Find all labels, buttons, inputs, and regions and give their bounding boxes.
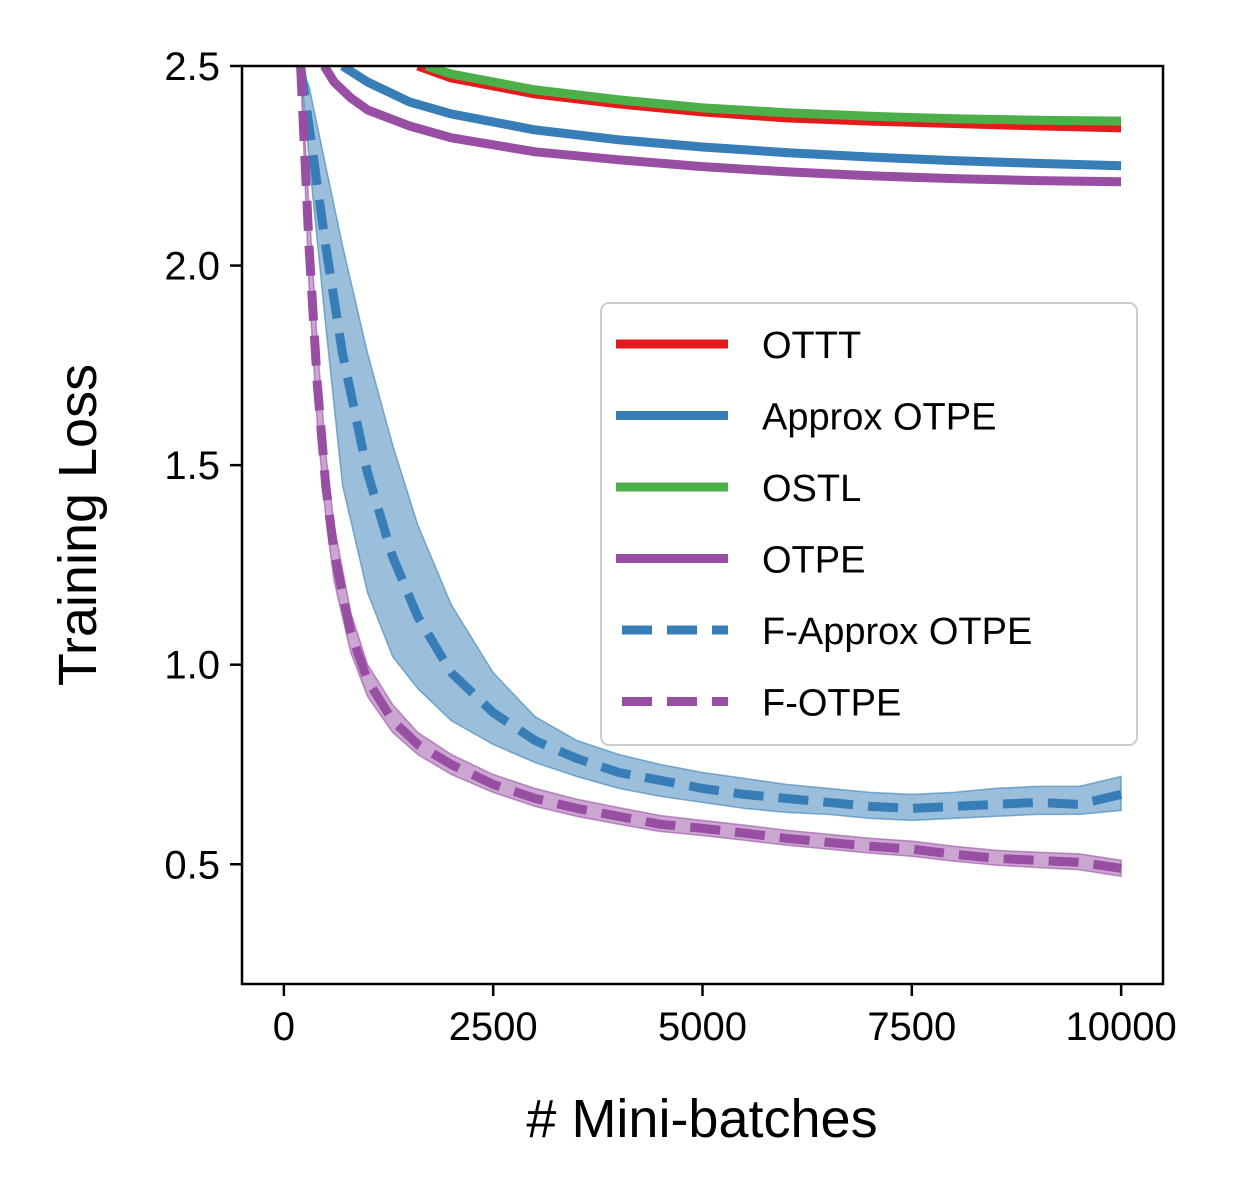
legend-label: Approx OTPE bbox=[762, 397, 996, 439]
y-axis-label: Training Loss bbox=[48, 364, 108, 686]
series-line-f-otpe bbox=[296, 66, 1122, 873]
legend-item-f-otpe: F-OTPE bbox=[622, 683, 901, 725]
legend-box bbox=[600, 302, 1138, 746]
y-tick-label: 1.5 bbox=[164, 444, 220, 488]
series-line-ostl bbox=[424, 66, 1122, 126]
y-tick-label: 1.0 bbox=[164, 644, 220, 688]
x-axis-label: # Mini-batches bbox=[526, 1089, 877, 1149]
y-tick-label: 2.5 bbox=[164, 45, 220, 89]
legend-label: F-OTPE bbox=[762, 683, 901, 725]
legend-item-ottt: OTTT bbox=[616, 325, 861, 367]
x-axis: 0 2500 5000 7500 10000 bbox=[273, 984, 1177, 1049]
legend-label: F-Approx OTPE bbox=[762, 611, 1032, 653]
x-tick-label: 7500 bbox=[867, 1005, 956, 1049]
series-line-f-approx-otpe bbox=[296, 66, 1123, 813]
x-tick-label: 2500 bbox=[449, 1005, 538, 1049]
y-tick-label: 0.5 bbox=[164, 843, 220, 887]
legend-label: OTPE bbox=[762, 540, 865, 582]
series-line-otpe bbox=[320, 66, 1122, 187]
legend-item-approx-otpe: Approx OTPE bbox=[616, 397, 996, 439]
series-band-f-approx-otpe bbox=[299, 66, 1122, 822]
legend-item-otpe: OTPE bbox=[616, 540, 865, 582]
y-axis: 0.5 1.0 1.5 2.0 2.5 bbox=[164, 45, 242, 887]
y-tick-label: 2.0 bbox=[164, 245, 220, 289]
legend-label: OTTT bbox=[762, 325, 861, 367]
x-tick-label: 0 bbox=[273, 1005, 295, 1049]
x-tick-label: 10000 bbox=[1066, 1005, 1177, 1049]
legend-item-f-approx-otpe: F-Approx OTPE bbox=[622, 611, 1032, 653]
legend-item-ostl: OSTL bbox=[616, 468, 861, 510]
legend: OTTT Approx OTPE OSTL OTPE F-Approx OTPE F-OT… bbox=[600, 302, 1138, 746]
legend-label: OSTL bbox=[762, 468, 861, 510]
x-tick-label: 5000 bbox=[658, 1005, 747, 1049]
series-line-approx-otpe bbox=[340, 66, 1122, 171]
plot-area bbox=[296, 66, 1123, 878]
